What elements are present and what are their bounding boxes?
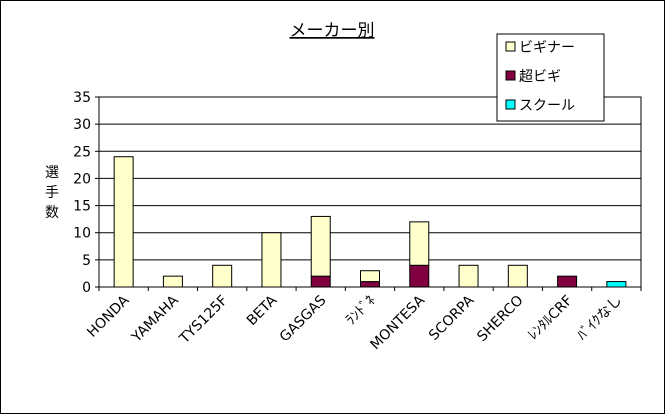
bar-ﾊﾞｲｸなし-スクール xyxy=(606,281,627,288)
y-axis-label-char: 数 xyxy=(45,205,59,221)
bar-MONTESA-超ビギ xyxy=(409,264,430,288)
bar-BETA-ビギナー xyxy=(261,232,282,288)
legend-swatch xyxy=(505,70,516,81)
x-tick-label: HONDA xyxy=(84,292,132,340)
y-axis: 0 5 10 15 20 25 30 35 xyxy=(73,90,99,296)
bar-YAMAHA-ビギナー xyxy=(162,275,183,288)
legend-swatch xyxy=(505,99,516,110)
bar-GASGAS-ビギナー xyxy=(310,215,331,277)
x-tick-label: ﾗﾝﾄﾞﾈ xyxy=(343,293,379,329)
y-axis-label-char: 選 xyxy=(45,165,59,181)
legend-label: ビギナー xyxy=(519,40,575,56)
x-tick-label: SCORPA xyxy=(426,292,478,344)
chart-title: メーカー別 xyxy=(290,21,375,41)
y-tick-label: 20 xyxy=(73,171,91,187)
bar-GASGAS-超ビギ xyxy=(310,275,331,288)
y-axis-label: 選手数 xyxy=(45,165,59,221)
x-tick-label: TYS125F xyxy=(176,293,231,348)
bar-ﾗﾝﾄﾞﾈ-超ビギ xyxy=(360,281,380,288)
plot-area xyxy=(98,96,642,288)
y-tick-label: 5 xyxy=(82,253,91,269)
x-tick-label: ﾊﾞｲｸなし xyxy=(574,293,625,344)
bar-SHERCO-ビギナー xyxy=(507,264,528,288)
bar-ﾗﾝﾄﾞﾈ-ビギナー xyxy=(360,270,380,283)
y-tick-label: 0 xyxy=(82,280,91,296)
x-tick-label: SHERCO xyxy=(474,293,526,345)
y-tick-label: 25 xyxy=(73,144,91,160)
x-tick-label: YAMAHA xyxy=(128,292,182,346)
bars xyxy=(113,156,627,288)
y-axis-label-char: 手 xyxy=(45,185,59,201)
y-tick-label: 30 xyxy=(73,117,91,133)
y-tick-label: 35 xyxy=(73,90,91,106)
gridlines xyxy=(99,123,641,261)
bar-SCORPA-ビギナー xyxy=(458,264,479,288)
legend-label: スクール xyxy=(519,98,575,114)
legend-label: 超ビギ xyxy=(519,69,561,85)
bar-HONDA-ビギナー xyxy=(113,156,134,288)
x-tick-label: MONTESA xyxy=(367,292,428,353)
x-tick-label: GASGAS xyxy=(277,292,330,345)
x-tick-label: ﾚﾝﾀﾙCRF xyxy=(525,293,576,344)
y-tick-label: 10 xyxy=(73,226,91,242)
bar-TYS125F-ビギナー xyxy=(212,264,233,288)
bar-MONTESA-ビギナー xyxy=(409,221,430,266)
y-tick-label: 15 xyxy=(73,199,91,215)
x-tick-label: BETA xyxy=(244,292,281,329)
legend-swatch xyxy=(505,41,516,52)
bar-ﾚﾝﾀﾙCRF-超ビギ xyxy=(557,275,578,288)
